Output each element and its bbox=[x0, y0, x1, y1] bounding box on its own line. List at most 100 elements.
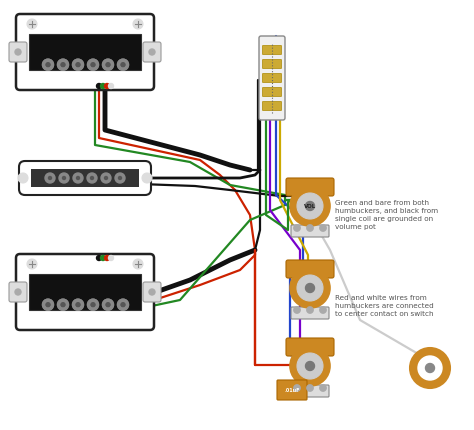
Circle shape bbox=[106, 63, 110, 67]
FancyBboxPatch shape bbox=[286, 338, 334, 356]
Circle shape bbox=[88, 299, 99, 310]
Bar bbox=[29, 34, 141, 70]
Circle shape bbox=[307, 384, 313, 391]
Circle shape bbox=[104, 83, 109, 89]
Circle shape bbox=[76, 63, 80, 67]
FancyBboxPatch shape bbox=[277, 380, 307, 400]
Text: VOL: VOL bbox=[304, 203, 316, 209]
Circle shape bbox=[297, 193, 323, 219]
Circle shape bbox=[88, 299, 99, 310]
Circle shape bbox=[102, 59, 113, 70]
FancyBboxPatch shape bbox=[291, 225, 329, 237]
FancyBboxPatch shape bbox=[16, 14, 154, 90]
Circle shape bbox=[43, 299, 54, 310]
Circle shape bbox=[121, 63, 125, 67]
FancyBboxPatch shape bbox=[286, 260, 334, 278]
Circle shape bbox=[46, 63, 50, 67]
Circle shape bbox=[76, 63, 80, 67]
Circle shape bbox=[61, 303, 65, 307]
Circle shape bbox=[91, 63, 95, 67]
Text: Red and white wires from
humbuckers are connected
to center contact on switch: Red and white wires from humbuckers are … bbox=[335, 295, 434, 317]
Circle shape bbox=[410, 348, 450, 388]
Circle shape bbox=[307, 307, 313, 313]
Circle shape bbox=[118, 176, 121, 179]
Circle shape bbox=[121, 303, 125, 307]
Circle shape bbox=[27, 259, 37, 269]
FancyBboxPatch shape bbox=[263, 46, 282, 55]
Circle shape bbox=[91, 63, 95, 67]
Circle shape bbox=[73, 59, 83, 70]
Circle shape bbox=[63, 176, 65, 179]
Circle shape bbox=[102, 299, 113, 310]
Circle shape bbox=[43, 299, 54, 310]
Circle shape bbox=[142, 173, 152, 183]
Circle shape bbox=[91, 176, 93, 179]
Circle shape bbox=[133, 19, 143, 29]
Circle shape bbox=[118, 299, 128, 310]
Circle shape bbox=[15, 49, 21, 55]
Text: .01uF: .01uF bbox=[284, 387, 300, 393]
Circle shape bbox=[106, 63, 110, 67]
Circle shape bbox=[102, 59, 113, 70]
Circle shape bbox=[109, 255, 113, 261]
Circle shape bbox=[118, 299, 128, 310]
Circle shape bbox=[73, 173, 83, 183]
Circle shape bbox=[15, 289, 21, 295]
Circle shape bbox=[133, 259, 143, 269]
Circle shape bbox=[306, 362, 315, 371]
FancyBboxPatch shape bbox=[143, 42, 161, 62]
Circle shape bbox=[76, 303, 80, 307]
Circle shape bbox=[43, 59, 54, 70]
Circle shape bbox=[88, 59, 99, 70]
FancyBboxPatch shape bbox=[291, 385, 329, 397]
Circle shape bbox=[293, 307, 301, 313]
Circle shape bbox=[106, 303, 110, 307]
Circle shape bbox=[100, 83, 106, 89]
FancyBboxPatch shape bbox=[291, 307, 329, 319]
Circle shape bbox=[88, 59, 99, 70]
Circle shape bbox=[46, 303, 50, 307]
Circle shape bbox=[106, 303, 110, 307]
Circle shape bbox=[61, 303, 65, 307]
Circle shape bbox=[426, 363, 435, 372]
Text: Green and bare from both
humbuckers, and black from
single coil are grounded on
: Green and bare from both humbuckers, and… bbox=[335, 200, 438, 230]
FancyBboxPatch shape bbox=[9, 282, 27, 302]
FancyBboxPatch shape bbox=[9, 42, 27, 62]
FancyBboxPatch shape bbox=[263, 74, 282, 83]
Circle shape bbox=[307, 224, 313, 231]
FancyBboxPatch shape bbox=[143, 282, 161, 302]
Circle shape bbox=[290, 186, 330, 226]
Circle shape bbox=[118, 59, 128, 70]
FancyBboxPatch shape bbox=[16, 254, 154, 330]
Circle shape bbox=[59, 173, 69, 183]
Circle shape bbox=[115, 173, 125, 183]
Circle shape bbox=[61, 63, 65, 67]
Circle shape bbox=[97, 255, 101, 261]
Circle shape bbox=[104, 255, 109, 261]
Circle shape bbox=[46, 63, 50, 67]
Circle shape bbox=[101, 173, 111, 183]
Circle shape bbox=[104, 176, 108, 179]
Circle shape bbox=[290, 268, 330, 308]
Circle shape bbox=[102, 299, 113, 310]
Circle shape bbox=[100, 255, 106, 261]
Circle shape bbox=[306, 202, 315, 211]
FancyBboxPatch shape bbox=[259, 36, 285, 120]
Circle shape bbox=[319, 224, 327, 231]
Circle shape bbox=[87, 173, 97, 183]
Circle shape bbox=[57, 299, 69, 310]
Circle shape bbox=[57, 299, 69, 310]
Circle shape bbox=[91, 303, 95, 307]
Circle shape bbox=[97, 83, 101, 89]
FancyBboxPatch shape bbox=[263, 87, 282, 96]
Circle shape bbox=[418, 356, 442, 380]
Circle shape bbox=[61, 63, 65, 67]
Circle shape bbox=[18, 173, 28, 183]
Circle shape bbox=[76, 303, 80, 307]
Circle shape bbox=[45, 173, 55, 183]
Circle shape bbox=[48, 176, 52, 179]
Circle shape bbox=[76, 176, 80, 179]
Circle shape bbox=[121, 63, 125, 67]
Circle shape bbox=[73, 299, 83, 310]
Bar bbox=[29, 274, 141, 310]
